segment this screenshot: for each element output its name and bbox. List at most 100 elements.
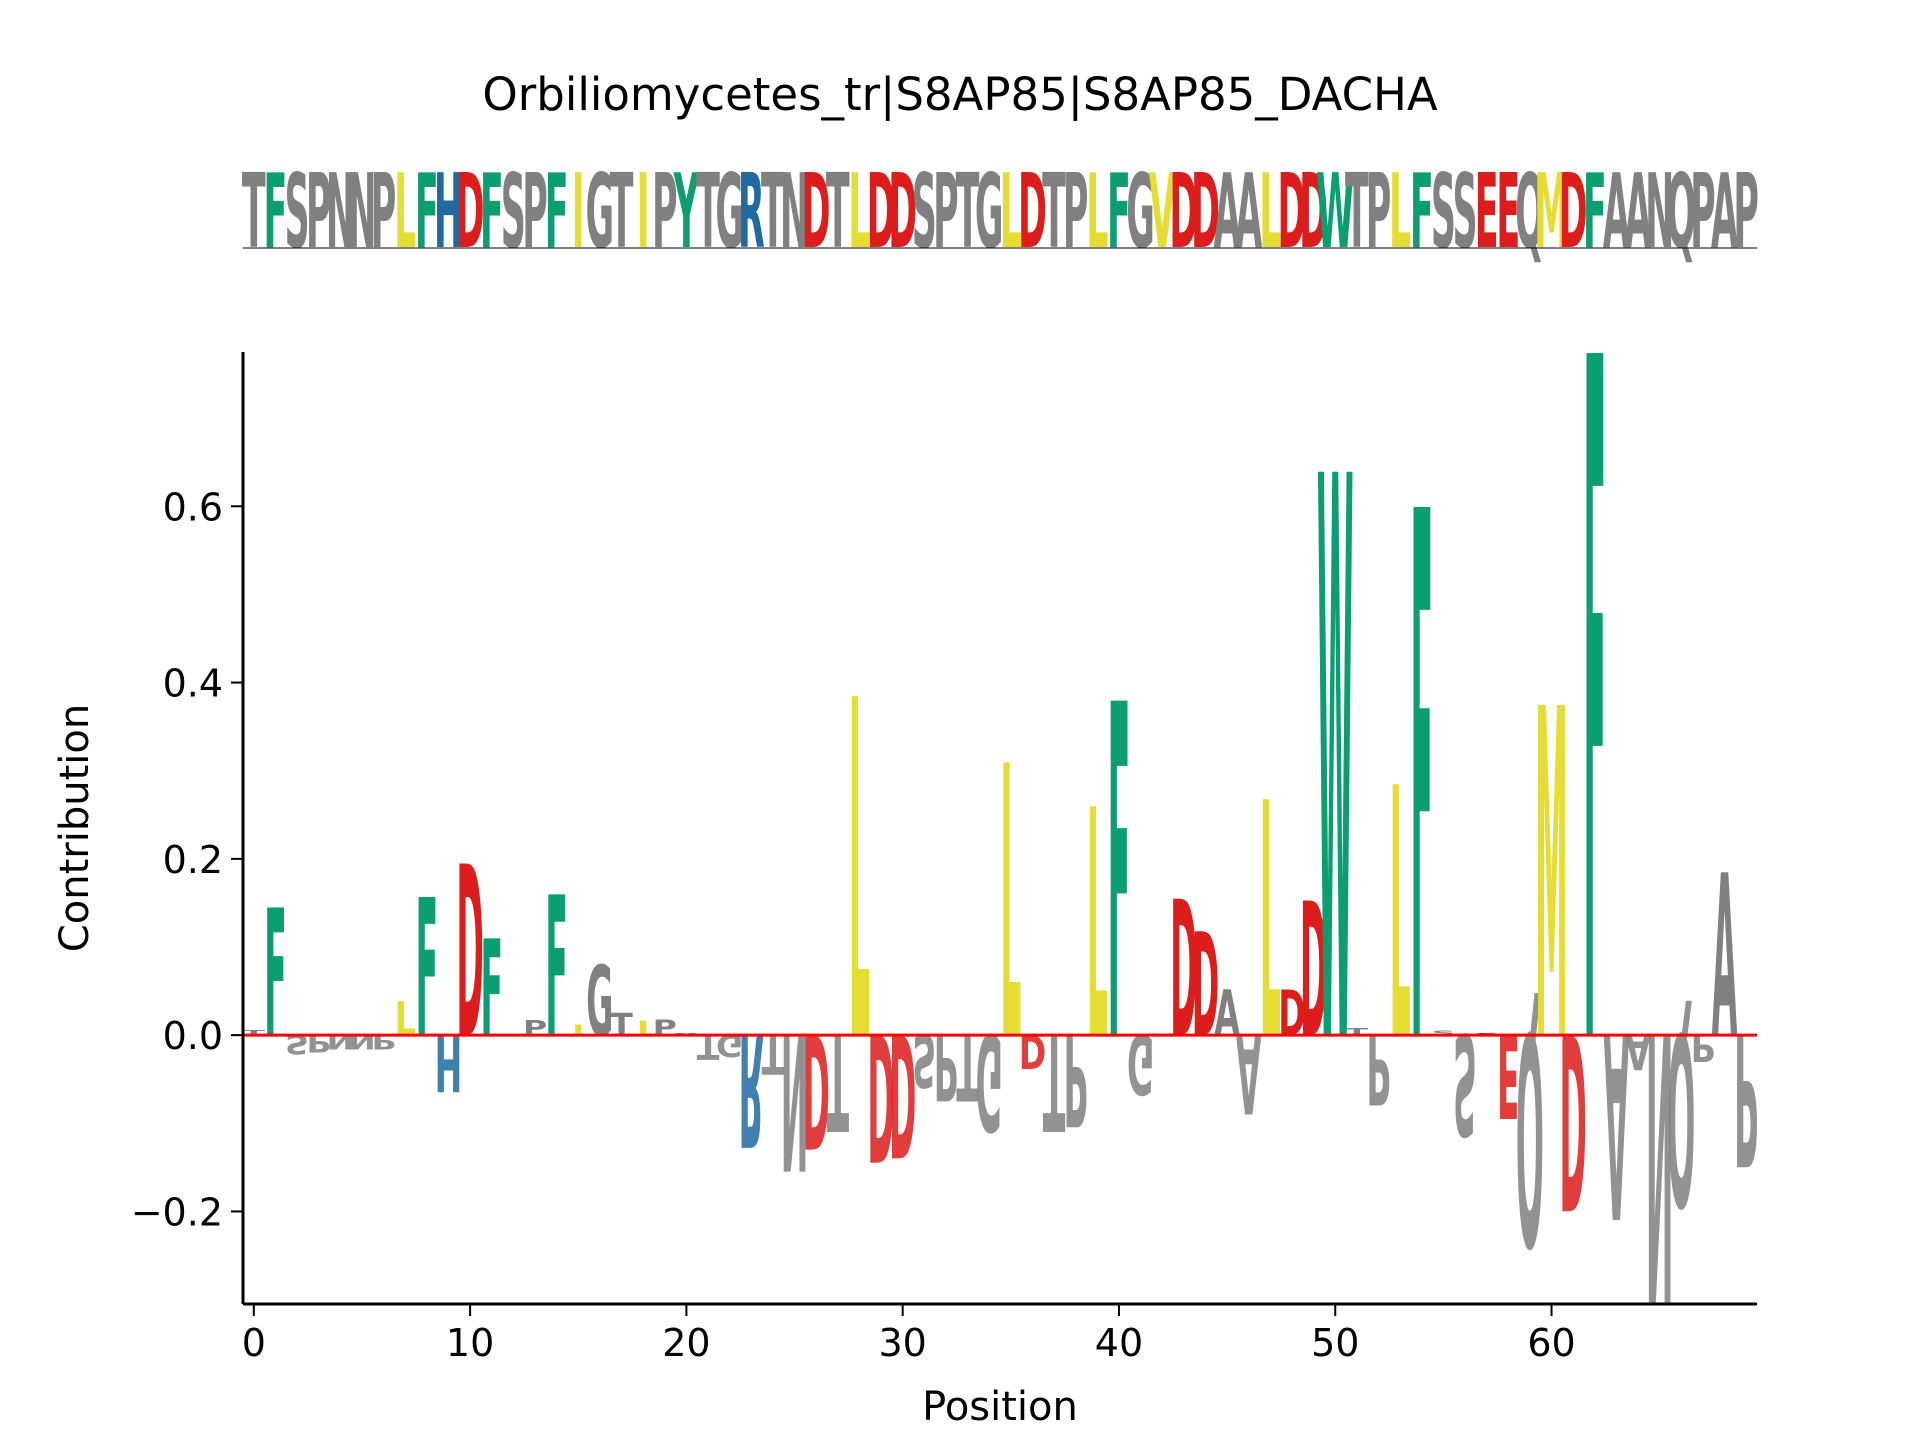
sequence-letter: L (1000, 153, 1022, 272)
sequence-letter: L (1086, 153, 1108, 272)
sequence-letter: S (1431, 153, 1456, 272)
sequence-letter: T (242, 153, 266, 272)
logo-letter-30: D (889, 995, 917, 1192)
sequence-letter: F (1107, 153, 1131, 272)
sequence-letter: T (1042, 153, 1066, 272)
logo-letter-18: I (637, 1018, 649, 1040)
logo-letter-7: L (395, 994, 416, 1047)
logo-letter-58: E (1497, 1008, 1520, 1141)
logo-letter-33: T (956, 1013, 979, 1118)
sequence-letter: P (1063, 153, 1089, 272)
sequence-letter: T (696, 153, 720, 272)
sequence-letter: G (1126, 153, 1155, 272)
sequence-letter: Y (673, 153, 699, 272)
sequence-letter: A (1711, 153, 1738, 272)
sequence-letter: F (415, 153, 439, 272)
sequence-letter: D (1299, 153, 1328, 272)
x-tick-label: 40 (1095, 1321, 1143, 1365)
y-tick-label: 0.0 (163, 1014, 223, 1058)
sequence-letter: D (888, 153, 917, 272)
sequence-letter: S (501, 153, 526, 272)
logo-letter-54: F (1410, 363, 1433, 1206)
logo-letter-1: F (264, 873, 287, 1077)
logo-letter-38: P (1064, 1005, 1088, 1153)
logo-letter-55: S (1431, 1030, 1455, 1037)
sequence-letter: E (1475, 153, 1499, 272)
sequence-letter: L (1389, 153, 1411, 272)
sequence-letter: T (826, 153, 850, 272)
logo-letter-50: W (1317, 317, 1354, 1217)
x-tick-label: 60 (1527, 1321, 1575, 1365)
x-axis-label: Position (922, 1384, 1078, 1430)
sequence-letter: S (912, 153, 937, 272)
sequence-letter: P (1366, 153, 1392, 272)
sequence-letter: N (780, 153, 809, 272)
sequence-letter: G (715, 153, 744, 272)
logo-letter-53: L (1390, 716, 1411, 1117)
logo-letter-59: Q (1516, 966, 1544, 1303)
y-axis-ticks: −0.2 0.0 0.2 0.4 0.6 (131, 485, 243, 1234)
logo-letter-16: G (586, 947, 613, 1059)
sequence-letter: A (1235, 153, 1262, 272)
sequence-letter: G (975, 153, 1004, 272)
sequence-letter: D (1018, 153, 1047, 272)
logo-letter-29: D (867, 993, 895, 1197)
sequence-letter: I (572, 153, 585, 272)
logo-letter-21: T (697, 1027, 720, 1066)
sequence-letter: Q (1666, 153, 1696, 272)
logo-letter-46: A (1236, 1009, 1262, 1136)
sequence-letter: N (326, 153, 355, 272)
logo-letter-27: T (826, 1004, 849, 1159)
logo-letter-10: D (456, 817, 484, 1091)
sequence-letter: S (285, 153, 310, 272)
logo-letter-13: P (523, 1017, 547, 1041)
sequence-letter: I (637, 153, 650, 272)
logo-letter-22: G (716, 1028, 743, 1062)
sequence-letter: F (1583, 153, 1607, 272)
sequence-letter: T (956, 153, 980, 272)
sequence-letter: P (933, 153, 959, 272)
logo-letter-36: D (1019, 1024, 1047, 1077)
logo-letter-6: P (371, 1030, 395, 1052)
sequence-letter: W (1316, 153, 1354, 272)
x-tick-label: 10 (446, 1321, 494, 1365)
sequence-letter: P (1733, 153, 1759, 272)
logo-letter-2: S (285, 1028, 309, 1059)
logo-letter-39: L (1087, 744, 1108, 1110)
logo-letter-43: D (1170, 861, 1198, 1080)
sequence-letter: T (1345, 153, 1369, 272)
logo-letter-60: M (1535, 615, 1568, 1143)
sequence-letter: P (306, 153, 332, 272)
logo-plot-area: TFSPNNPLFHDFPFIGTIPYTGRTNDTLDDSPTGLDTPLF… (243, 167, 1759, 1377)
chart-title: Orbiliomycetes_tr|S8AP85|S8AP85_DACHA (482, 68, 1438, 121)
logo-letter-68: A (1712, 828, 1738, 1088)
sequence-letter: D (1559, 153, 1588, 272)
x-tick-label: 0 (242, 1321, 266, 1365)
logo-letter-48: D (1278, 976, 1306, 1050)
x-tick-label: 50 (1311, 1321, 1359, 1365)
logo-letter-17: T (610, 1008, 633, 1042)
sequence-letter: A (1625, 153, 1652, 272)
sequence-letter: M (1534, 153, 1569, 272)
x-tick-label: 30 (878, 1321, 926, 1365)
sequence-letter: R (738, 153, 765, 272)
logo-letter-31: S (912, 1017, 936, 1101)
logo-letter-25: N (781, 991, 809, 1210)
sequence-letter: N (347, 153, 376, 272)
logo-letter-40: F (1108, 609, 1131, 1144)
sequence-letter: S (1452, 153, 1477, 272)
sequence-letter: F (545, 153, 569, 272)
logo-letter-0: T (243, 1029, 266, 1037)
logo-letter-63: A (1604, 975, 1630, 1271)
sequence-letter: D (1191, 153, 1220, 272)
sequence-letter: D (456, 153, 485, 272)
sequence-letter: F (1410, 153, 1434, 272)
logo-letter-44: D (1192, 904, 1220, 1069)
logo-letter-28: L (849, 603, 870, 1145)
sequence-letter: D (1278, 153, 1307, 272)
sequence-letter: A (1603, 153, 1630, 272)
logo-letter-11: F (480, 912, 503, 1067)
x-tick-label: 20 (662, 1321, 710, 1365)
